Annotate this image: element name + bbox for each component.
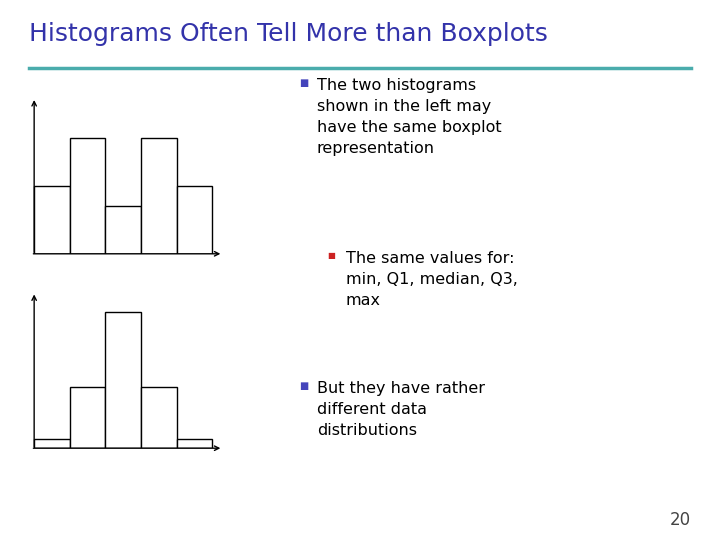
Text: ■: ■ [299,381,308,391]
Bar [177,186,212,254]
Bar [141,138,177,254]
Bar [34,186,70,254]
Bar [70,387,106,448]
Text: 20: 20 [670,511,691,529]
Bar [141,387,177,448]
Text: ■: ■ [328,251,336,260]
Text: Histograms Often Tell More than Boxplots: Histograms Often Tell More than Boxplots [29,22,548,45]
Bar [34,438,70,448]
Text: The two histograms
shown in the left may
have the same boxplot
representation: The two histograms shown in the left may… [317,78,501,156]
Text: ■: ■ [299,78,308,89]
Bar [106,206,141,254]
Text: But they have rather
different data
distributions: But they have rather different data dist… [317,381,485,438]
Bar [70,138,106,254]
Text: The same values for:
min, Q1, median, Q3,
max: The same values for: min, Q1, median, Q3… [346,251,518,308]
Bar [177,438,212,448]
Bar [106,312,141,448]
